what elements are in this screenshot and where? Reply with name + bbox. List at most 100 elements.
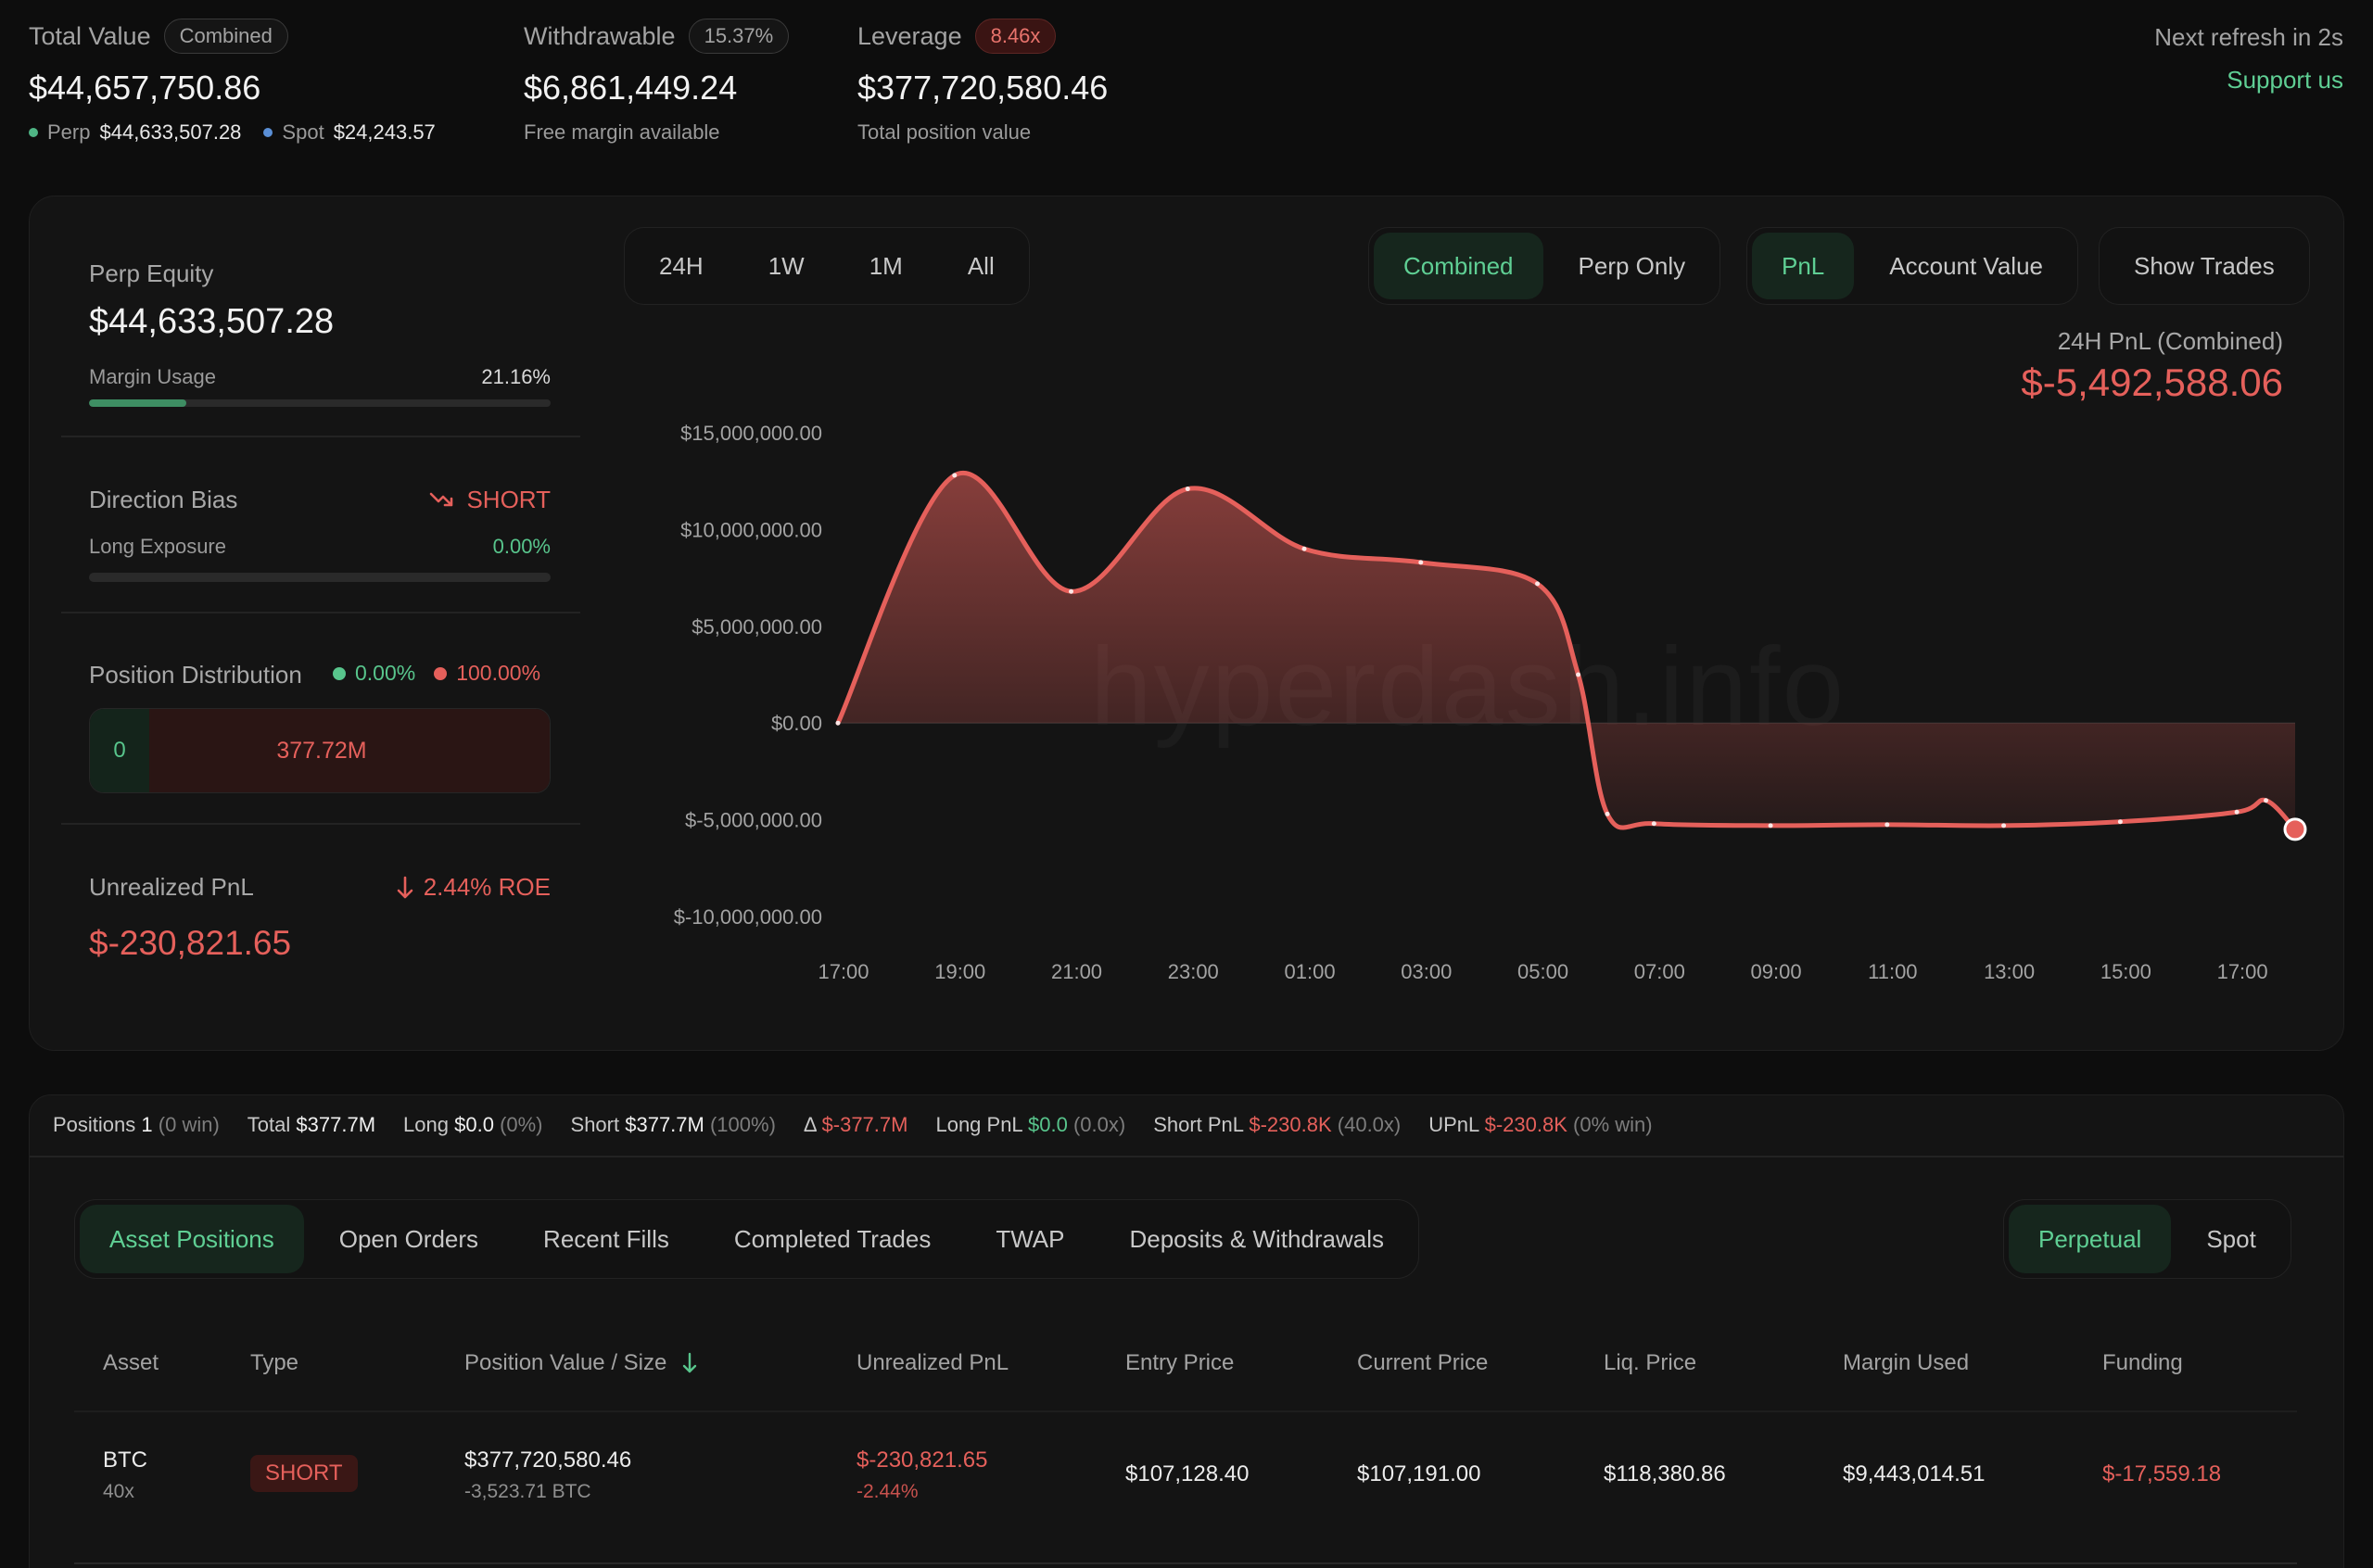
x-tick-label: 17:00 — [818, 960, 869, 983]
table-row[interactable] — [74, 1418, 2297, 1557]
position-distribution-label: Position Distribution — [89, 661, 302, 689]
col-liq-price[interactable]: Liq. Price — [1604, 1350, 1697, 1375]
x-tick-label: 23:00 — [1168, 960, 1219, 983]
data-point — [1535, 581, 1541, 587]
unrealized-roe: 2.44% ROE — [396, 873, 551, 902]
long-pnl-label: Long PnL — [935, 1113, 1022, 1136]
x-tick-label: 03:00 — [1401, 960, 1452, 983]
leverage-block: Leverage 8.46x $377,720,580.46 Total pos… — [857, 19, 1108, 145]
unrealized-pnl-label: Unrealized PnL — [89, 873, 254, 901]
row-margin-used: $9,443,014.51 — [1843, 1461, 1986, 1486]
spot-label: Spot — [282, 120, 324, 144]
col-unrealized-pnl[interactable]: Unrealized PnL — [857, 1350, 1009, 1375]
range-1m-button[interactable]: 1M — [869, 251, 903, 280]
y-tick-label: $10,000,000.00 — [680, 518, 822, 541]
withdrawable-badge: 15.37% — [688, 19, 790, 54]
unrealized-pnl-value: $-230,821.65 — [89, 924, 292, 962]
data-point — [835, 720, 841, 726]
short-meta: (100%) — [709, 1113, 776, 1136]
direction-bias-value: SHORT — [429, 486, 551, 514]
chart-pnl-title: 24H PnL (Combined) — [2057, 327, 2283, 355]
col-funding[interactable]: Funding — [2102, 1350, 2183, 1375]
metric-account-value-button[interactable]: Account Value — [1889, 251, 2044, 280]
positions-label: Positions — [53, 1113, 136, 1136]
col-margin-used[interactable]: Margin Used — [1843, 1350, 1970, 1375]
margin-usage-fill — [89, 399, 187, 407]
tab-twap[interactable]: TWAP — [996, 1224, 1065, 1253]
dist-short-segment: 377.72M — [149, 709, 550, 792]
distribution-bar: 0 377.72M — [89, 708, 551, 793]
x-tick-label: 11:00 — [1868, 960, 1917, 983]
row-current-price: $107,191.00 — [1357, 1461, 1481, 1486]
col-asset[interactable]: Asset — [103, 1350, 159, 1375]
tab-deposits-withdrawals[interactable]: Deposits & Withdrawals — [1129, 1224, 1385, 1253]
tab-perpetual[interactable]: Perpetual — [2009, 1205, 2172, 1273]
arrow-down-icon — [397, 876, 413, 898]
total-label: Total — [247, 1113, 291, 1136]
col-entry-price[interactable]: Entry Price — [1125, 1350, 1235, 1375]
range-1w-button[interactable]: 1W — [768, 251, 805, 280]
x-tick-label: 09:00 — [1751, 960, 1802, 983]
leverage-label: Leverage — [857, 21, 962, 50]
unrealized-roe-text: 2.44% ROE — [423, 873, 551, 901]
row-asset: BTC — [103, 1448, 147, 1473]
current-value-marker — [2283, 817, 2307, 841]
data-point — [1651, 821, 1656, 827]
spot-value: $24,243.57 — [333, 120, 436, 144]
direction-bias-label: Direction Bias — [89, 486, 238, 513]
x-tick-label: 13:00 — [1984, 960, 2035, 983]
tab-completed-trades[interactable]: Completed Trades — [733, 1224, 932, 1253]
x-tick-label: 19:00 — [934, 960, 985, 983]
long-meta: (0%) — [500, 1113, 543, 1136]
x-tick-label: 07:00 — [1634, 960, 1685, 983]
long-exposure-value: 0.00% — [492, 535, 551, 558]
mode-perp-only-button[interactable]: Perp Only — [1578, 251, 1686, 280]
y-tick-label: $5,000,000.00 — [692, 615, 822, 639]
leverage-badge: 8.46x — [974, 19, 1057, 54]
dist-short-value: 377.72M — [276, 737, 367, 764]
tab-open-orders[interactable]: Open Orders — [338, 1224, 479, 1253]
divider — [30, 1156, 2343, 1157]
x-tick-label: 17:00 — [2217, 960, 2268, 983]
col-type[interactable]: Type — [250, 1350, 299, 1375]
show-trades-button[interactable]: Show Trades — [2134, 251, 2275, 280]
row-unrealized-pnl: $-230,821.65 — [857, 1448, 988, 1473]
y-tick-label: $0.00 — [771, 712, 822, 735]
refresh-timer: Next refresh in 2s — [2154, 23, 2343, 51]
leverage-amount: $377,720,580.46 — [857, 69, 1109, 107]
short-value: $377.7M — [625, 1113, 704, 1136]
data-point — [2117, 819, 2123, 825]
tab-recent-fills[interactable]: Recent Fills — [543, 1224, 669, 1253]
data-point — [2234, 809, 2240, 815]
row-type-badge: SHORT — [250, 1455, 358, 1492]
dist-long-pct: 0.00% — [355, 661, 416, 685]
trend-down-icon — [430, 492, 453, 506]
range-24h-button[interactable]: 24H — [659, 251, 704, 280]
metric-pnl-button[interactable]: PnL — [1752, 233, 1855, 299]
chart-pnl-value: $-5,492,588.06 — [2021, 360, 2283, 404]
upnl-meta: (0% win) — [1573, 1113, 1653, 1136]
tab-spot[interactable]: Spot — [2206, 1224, 2256, 1253]
withdrawable-block: Withdrawable 15.37% $6,861,449.24 Free m… — [524, 19, 790, 145]
range-all-button[interactable]: All — [967, 251, 995, 280]
tab-asset-positions[interactable]: Asset Positions — [80, 1205, 304, 1273]
col-current-price[interactable]: Current Price — [1357, 1350, 1489, 1375]
divider — [74, 1410, 2297, 1412]
sort-down-icon — [683, 1352, 697, 1373]
data-point — [1185, 487, 1190, 492]
long-pnl-meta: (0.0x) — [1072, 1113, 1126, 1136]
col-position-value-label: Position Value / Size — [464, 1350, 667, 1375]
col-position-value[interactable]: Position Value / Size — [464, 1350, 698, 1376]
divider — [74, 1562, 2297, 1564]
y-tick-label: $-10,000,000.00 — [674, 905, 822, 929]
x-tick-label: 15:00 — [2100, 960, 2151, 983]
mode-combined-button[interactable]: Combined — [1374, 233, 1543, 299]
long-exposure-label: Long Exposure — [89, 535, 226, 558]
row-funding: $-17,559.18 — [2102, 1461, 2222, 1486]
total-value-block: Total Value Combined $44,657,750.86 Perp… — [29, 19, 436, 145]
spot-dot-icon — [263, 128, 273, 137]
support-link[interactable]: Support us — [2227, 66, 2343, 94]
data-point — [1768, 823, 1773, 828]
leverage-sub: Total position value — [857, 120, 1032, 144]
